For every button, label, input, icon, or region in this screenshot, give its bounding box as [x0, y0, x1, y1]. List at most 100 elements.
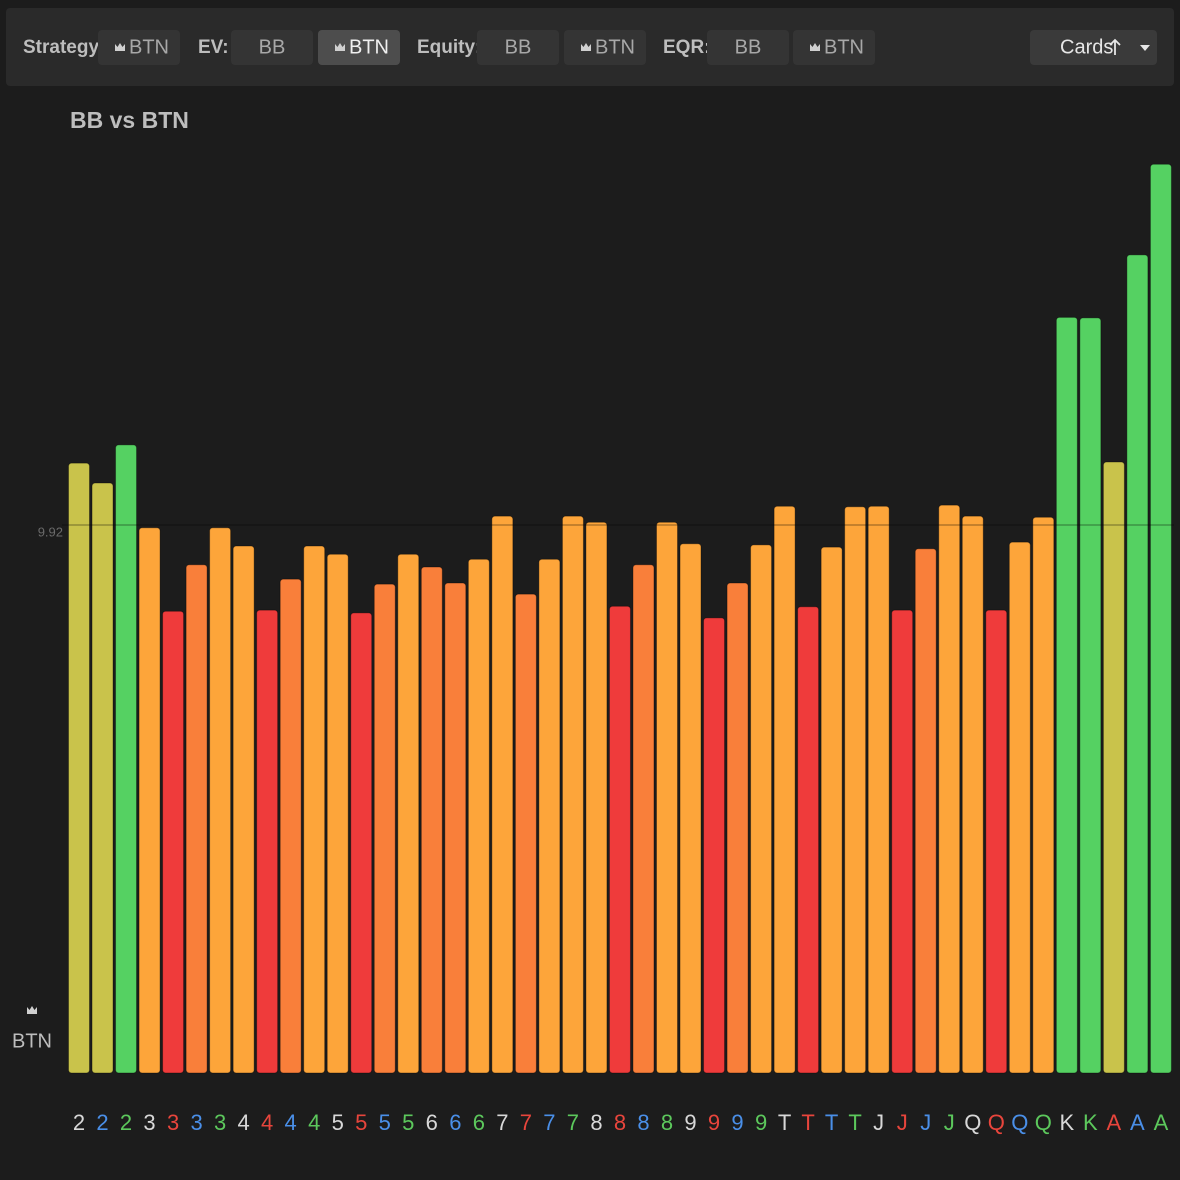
bar: [256, 609, 279, 1074]
bar: [420, 566, 443, 1074]
button-label: BTN: [595, 36, 635, 58]
bar: [68, 462, 90, 1074]
bar: [162, 610, 185, 1074]
bar: [1008, 541, 1031, 1074]
x-tick-label: T: [848, 1110, 861, 1135]
bar: [797, 606, 820, 1074]
bar: [444, 582, 467, 1074]
x-tick-label: 4: [238, 1110, 250, 1135]
toggle-button[interactable]: [318, 30, 400, 65]
button-label: BB: [259, 36, 286, 58]
dropdown-caret: [1140, 45, 1150, 51]
x-tick-label: 9: [708, 1110, 720, 1135]
bar: [467, 558, 490, 1074]
x-tick-label: 5: [355, 1110, 367, 1135]
bar: [303, 545, 326, 1074]
x-tick-label: 2: [120, 1110, 132, 1135]
x-tick-label: J: [920, 1110, 931, 1135]
bar: [514, 593, 537, 1074]
bar: [985, 609, 1008, 1074]
x-tick-label: Q: [988, 1110, 1005, 1135]
button-label: BTN: [824, 36, 864, 58]
sort-dropdown[interactable]: [1030, 30, 1157, 65]
x-tick-label: 8: [590, 1110, 602, 1135]
x-tick-label: A: [1130, 1110, 1145, 1135]
bar: [232, 545, 255, 1074]
bar: [1126, 254, 1149, 1074]
x-tick-label: 3: [190, 1110, 202, 1135]
bar: [1102, 461, 1125, 1074]
bar: [914, 548, 937, 1074]
toggle-button[interactable]: [793, 30, 875, 65]
bar: [750, 544, 773, 1074]
x-tick-label: J: [873, 1110, 884, 1135]
bar: [891, 609, 914, 1074]
crown-icon: [810, 43, 820, 51]
bar: [1032, 516, 1055, 1074]
sort-arrow: [1109, 38, 1121, 55]
x-tick-label: 7: [543, 1110, 555, 1135]
x-tick-label: 5: [379, 1110, 391, 1135]
group-label: EQR:: [663, 37, 711, 58]
x-tick-label: 8: [614, 1110, 626, 1135]
bar: [679, 543, 702, 1074]
toggle-button[interactable]: [707, 30, 789, 65]
x-tick-label: K: [1083, 1110, 1098, 1135]
x-tick-label: 4: [261, 1110, 273, 1135]
bar: [326, 553, 349, 1074]
button-label: BB: [735, 36, 762, 58]
x-tick-label: 6: [449, 1110, 461, 1135]
bar: [185, 564, 208, 1074]
x-tick-label: T: [778, 1110, 791, 1135]
crown-icon: [581, 43, 591, 51]
y-tick-label: 9.92: [38, 524, 63, 539]
x-tick-label: 4: [308, 1110, 320, 1135]
bar: [397, 553, 420, 1074]
button-label: BB: [505, 36, 532, 58]
group-label: Equity:: [417, 37, 481, 58]
bar: [91, 482, 114, 1074]
bar: [773, 505, 796, 1074]
bar: [1055, 316, 1078, 1074]
bar: [608, 605, 631, 1074]
x-tick-label: Q: [1011, 1110, 1028, 1135]
x-tick-label: 3: [143, 1110, 155, 1135]
x-tick-label: 9: [731, 1110, 743, 1135]
bar: [961, 515, 984, 1074]
x-tick-label: 5: [402, 1110, 414, 1135]
crown-icon: [115, 43, 125, 51]
x-tick-label: 4: [285, 1110, 297, 1135]
bar: [350, 612, 373, 1074]
bar: [656, 521, 678, 1074]
bar: [703, 617, 726, 1074]
bar: [209, 527, 232, 1074]
x-tick-label: 6: [426, 1110, 438, 1135]
toggle-button[interactable]: [477, 30, 559, 65]
bar: [632, 564, 655, 1074]
x-tick-label: 2: [73, 1110, 85, 1135]
x-tick-label: 3: [214, 1110, 226, 1135]
x-tick-label: Q: [1035, 1110, 1052, 1135]
x-tick-label: 6: [473, 1110, 485, 1135]
chart-title: BB vs BTN: [70, 107, 189, 133]
x-tick-label: 8: [661, 1110, 673, 1135]
toggle-button[interactable]: [231, 30, 313, 65]
x-tick-label: 5: [332, 1110, 344, 1135]
x-tick-label: 8: [637, 1110, 649, 1135]
x-tick-label: A: [1154, 1110, 1169, 1135]
bar: [1149, 163, 1172, 1074]
x-tick-label: 9: [684, 1110, 696, 1135]
group-label: EV:: [198, 37, 229, 58]
bar: [279, 578, 302, 1074]
bar: [938, 504, 961, 1074]
sort-label: Cards: [1060, 36, 1113, 58]
crown-icon: [27, 1006, 37, 1014]
toggle-button[interactable]: [564, 30, 646, 65]
x-tick-label: T: [825, 1110, 838, 1135]
x-tick-label: 2: [96, 1110, 108, 1135]
x-tick-label: 7: [567, 1110, 579, 1135]
toggle-button[interactable]: [98, 30, 180, 65]
bar: [585, 521, 608, 1074]
